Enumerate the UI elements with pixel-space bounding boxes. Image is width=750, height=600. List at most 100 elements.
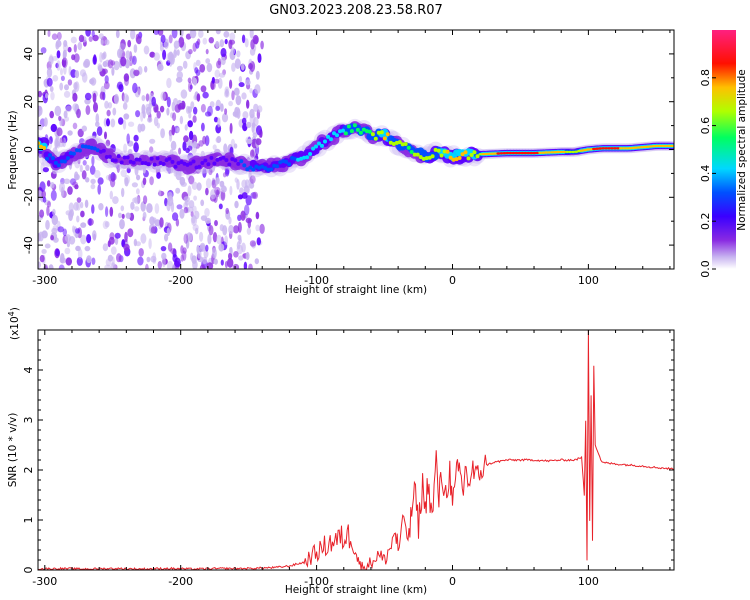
noise-mark [104,221,110,228]
noise-mark [74,70,80,79]
noise-mark [199,231,204,242]
ridge-mark [53,160,58,165]
noise-mark [188,49,193,55]
noise-mark [220,47,227,58]
noise-mark [203,249,209,259]
noise-mark [254,258,259,265]
noise-mark [126,133,130,144]
noise-mark [149,216,155,226]
noise-mark [64,234,72,243]
noise-mark [237,234,242,241]
noise-mark [92,230,97,241]
noise-mark [208,225,214,236]
noise-mark [202,37,208,45]
noise-mark [214,69,221,78]
noise-mark [187,120,193,128]
ridge-mark [364,129,369,134]
noise-mark [229,247,233,254]
ridge-mark [619,147,623,150]
noise-mark [157,63,164,72]
noise-mark [171,101,175,112]
noise-mark [56,60,61,71]
ridge-mark [110,158,115,163]
noise-mark [81,170,87,180]
noise-mark [46,180,51,187]
ridge-mark [430,154,435,159]
noise-mark [205,178,212,189]
noise-mark [250,39,255,50]
ridge-mark [520,151,525,155]
noise-mark [102,68,108,75]
noise-mark [178,102,185,110]
noise-mark [51,33,58,40]
noise-mark [216,234,222,245]
snr-series-line [38,330,674,570]
noise-mark [188,112,192,119]
noise-mark [123,113,130,120]
ridge-mark [161,162,166,166]
noise-mark [119,219,125,230]
ridge-mark [212,161,217,166]
ridge-mark [242,163,247,168]
noise-mark [86,255,92,264]
noise-mark [242,111,249,120]
noise-mark [39,209,45,218]
noise-mark [216,135,222,144]
ridge-mark [308,152,313,156]
ridge-mark [645,145,650,148]
ridge-mark [622,147,626,150]
noise-mark [183,135,189,143]
noise-mark [97,184,101,195]
spectrogram-x-axis-label: Height of straight line (km) [285,284,427,296]
ridge-mark [92,146,97,151]
noise-mark [98,203,104,211]
ridge-mark [376,130,381,135]
noise-mark [167,260,174,269]
ridge-mark [107,154,112,159]
ridge-mark [418,155,423,160]
noise-mark [50,123,57,133]
ridge-mark [379,130,384,135]
noise-mark [213,258,218,265]
noise-mark [140,111,144,122]
noise-mark [132,82,138,94]
noise-mark [90,77,97,86]
ridge-mark [544,151,549,154]
noise-mark [211,247,217,259]
noise-mark [63,49,67,58]
noise-mark [172,112,177,122]
noise-mark [72,225,75,233]
noise-mark [191,215,196,224]
colorbar: 0.0 0.2 0.4 0.6 0.8 Normalized spectral ampl… [699,30,748,278]
noise-mark [86,234,92,244]
noise-mark [250,149,255,158]
noise-mark [195,59,201,67]
noise-mark [38,90,42,98]
noise-mark [188,175,195,185]
noise-mark [74,173,80,181]
noise-mark [84,245,91,252]
noise-mark [73,202,79,211]
noise-mark [130,201,135,210]
ridge-mark [269,167,274,172]
noise-mark [105,258,112,267]
ridge-mark [349,129,354,134]
ridge-mark [335,133,339,138]
ridge-mark [218,156,223,161]
noise-mark [218,243,225,252]
noise-mark [106,109,111,117]
snr-y-tick-label: 4 [22,367,35,374]
noise-mark [246,121,252,128]
noise-mark [172,264,176,269]
noise-mark [150,226,156,234]
snr-line-group [38,330,674,570]
ridge-mark [251,167,256,172]
colorbar-label: Normalized spectral amplitude [736,69,748,230]
ridge-mark [317,141,321,146]
ridge-mark [290,155,295,160]
noise-mark [246,138,253,144]
noise-mark [173,40,180,49]
noise-mark [102,61,108,68]
noise-mark [180,254,184,262]
noise-mark [92,92,97,103]
